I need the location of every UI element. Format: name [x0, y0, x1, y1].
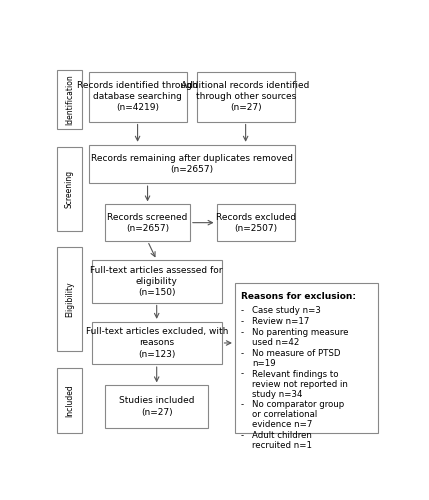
- Bar: [57, 368, 82, 434]
- Text: n=19: n=19: [252, 359, 276, 368]
- Text: Review n=17: Review n=17: [252, 317, 309, 326]
- Bar: [196, 72, 295, 122]
- Text: Additional records identified
through other sources
(n=27): Additional records identified through ot…: [181, 81, 310, 112]
- Text: Case study n=3: Case study n=3: [252, 306, 321, 316]
- Text: -: -: [241, 400, 244, 409]
- Bar: [57, 70, 82, 130]
- Bar: [105, 386, 208, 428]
- Text: Adult children: Adult children: [252, 431, 312, 440]
- Text: -: -: [241, 328, 244, 337]
- Text: Records remaining after duplicates removed
(n=2657): Records remaining after duplicates remov…: [91, 154, 293, 174]
- Text: used n=42: used n=42: [252, 338, 299, 347]
- Text: -: -: [241, 370, 244, 378]
- Bar: [105, 204, 190, 241]
- Bar: [235, 284, 378, 434]
- Text: Screening: Screening: [65, 170, 74, 208]
- Bar: [217, 204, 295, 241]
- Bar: [88, 72, 187, 122]
- Text: Full-text articles excluded, with
reasons
(n=123): Full-text articles excluded, with reason…: [85, 328, 228, 358]
- Text: or correlational: or correlational: [252, 410, 317, 420]
- Text: Records excluded
(n=2507): Records excluded (n=2507): [215, 212, 296, 233]
- Text: -: -: [241, 306, 244, 316]
- Text: -: -: [241, 349, 244, 358]
- Bar: [88, 144, 295, 183]
- Text: Full-text articles assessed for
eligibility
(n=150): Full-text articles assessed for eligibil…: [91, 266, 223, 297]
- Text: Studies included
(n=27): Studies included (n=27): [119, 396, 194, 416]
- Text: Reasons for exclusion:: Reasons for exclusion:: [241, 292, 356, 301]
- Bar: [92, 260, 221, 302]
- Bar: [57, 146, 82, 232]
- Bar: [57, 246, 82, 350]
- Text: No measure of PTSD: No measure of PTSD: [252, 349, 341, 358]
- Text: Relevant findings to: Relevant findings to: [252, 370, 338, 378]
- Text: study n=34: study n=34: [252, 390, 302, 398]
- Text: Records identified through
database searching
(n=4219): Records identified through database sear…: [77, 81, 198, 112]
- Text: recruited n=1: recruited n=1: [252, 441, 312, 450]
- Text: -: -: [241, 317, 244, 326]
- Text: -: -: [241, 431, 244, 440]
- Text: evidence n=7: evidence n=7: [252, 420, 312, 430]
- Bar: [92, 322, 221, 364]
- Text: review not reported in: review not reported in: [252, 380, 348, 388]
- Text: No parenting measure: No parenting measure: [252, 328, 349, 337]
- Text: Records screened
(n=2657): Records screened (n=2657): [107, 212, 188, 233]
- Text: Eligibility: Eligibility: [65, 281, 74, 316]
- Text: Identification: Identification: [65, 74, 74, 125]
- Text: Included: Included: [65, 384, 74, 417]
- Text: No comparator group: No comparator group: [252, 400, 344, 409]
